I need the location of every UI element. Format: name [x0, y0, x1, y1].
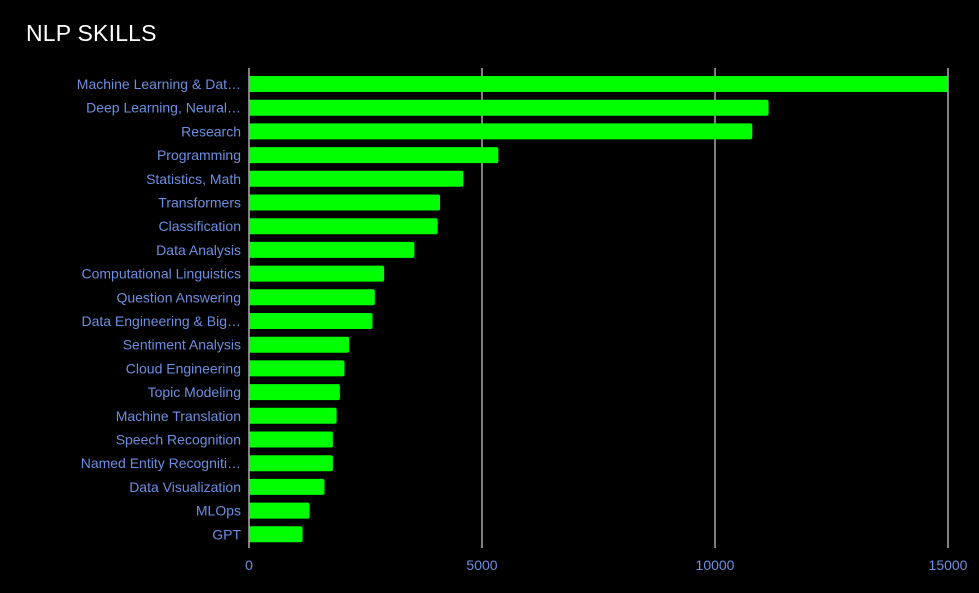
category-label: Named Entity Recogniti…: [81, 455, 241, 471]
category-label: Data Engineering & Big…: [81, 313, 241, 329]
x-axis-ticks: 0 5000 10000 15000: [245, 557, 968, 573]
category-label: Machine Learning & Dat…: [77, 76, 241, 92]
x-tick-label: 15000: [929, 557, 968, 573]
bar[interactable]: [249, 360, 345, 377]
x-tick-label: 0: [245, 557, 253, 573]
bar[interactable]: [249, 76, 948, 92]
bars: [249, 76, 948, 543]
bar[interactable]: [249, 170, 464, 187]
category-label: Question Answering: [116, 289, 241, 305]
bar[interactable]: [249, 194, 441, 211]
category-labels: Machine Learning & Dat… Deep Learning, Ne…: [77, 76, 242, 542]
bar[interactable]: [249, 289, 375, 306]
bar[interactable]: [249, 384, 340, 401]
category-label: Data Analysis: [156, 242, 241, 258]
bar[interactable]: [249, 526, 303, 543]
bar[interactable]: [249, 123, 753, 140]
category-label: Speech Recognition: [116, 432, 241, 448]
category-label: Statistics, Math: [146, 171, 241, 187]
bar[interactable]: [249, 218, 438, 235]
bar[interactable]: [249, 336, 350, 353]
bar[interactable]: [249, 502, 310, 519]
bar[interactable]: [249, 265, 385, 282]
bar[interactable]: [249, 241, 415, 258]
chart-title: NLP SKILLS: [26, 20, 157, 46]
grid-lines: [248, 68, 949, 548]
bar[interactable]: [249, 407, 337, 424]
category-label: Topic Modeling: [148, 384, 241, 400]
category-label: Transformers: [158, 195, 241, 211]
category-label: Sentiment Analysis: [123, 337, 241, 353]
category-label: Data Visualization: [129, 479, 241, 495]
category-label: Cloud Engineering: [126, 360, 241, 376]
bar[interactable]: [249, 455, 333, 472]
bar[interactable]: [249, 313, 373, 329]
category-label: Programming: [157, 147, 241, 163]
x-tick-label: 10000: [696, 557, 735, 573]
category-label: GPT: [212, 526, 241, 542]
category-label: Computational Linguistics: [81, 266, 241, 282]
category-label: Deep Learning, Neural…: [86, 100, 241, 116]
category-label: Research: [181, 123, 241, 139]
category-label: Classification: [159, 218, 241, 234]
bar[interactable]: [249, 147, 499, 164]
category-label: MLOps: [196, 503, 241, 519]
category-label: Machine Translation: [116, 408, 241, 424]
x-tick-label: 5000: [466, 557, 497, 573]
bar[interactable]: [249, 99, 769, 116]
bar[interactable]: [249, 478, 325, 495]
bar[interactable]: [249, 431, 333, 448]
